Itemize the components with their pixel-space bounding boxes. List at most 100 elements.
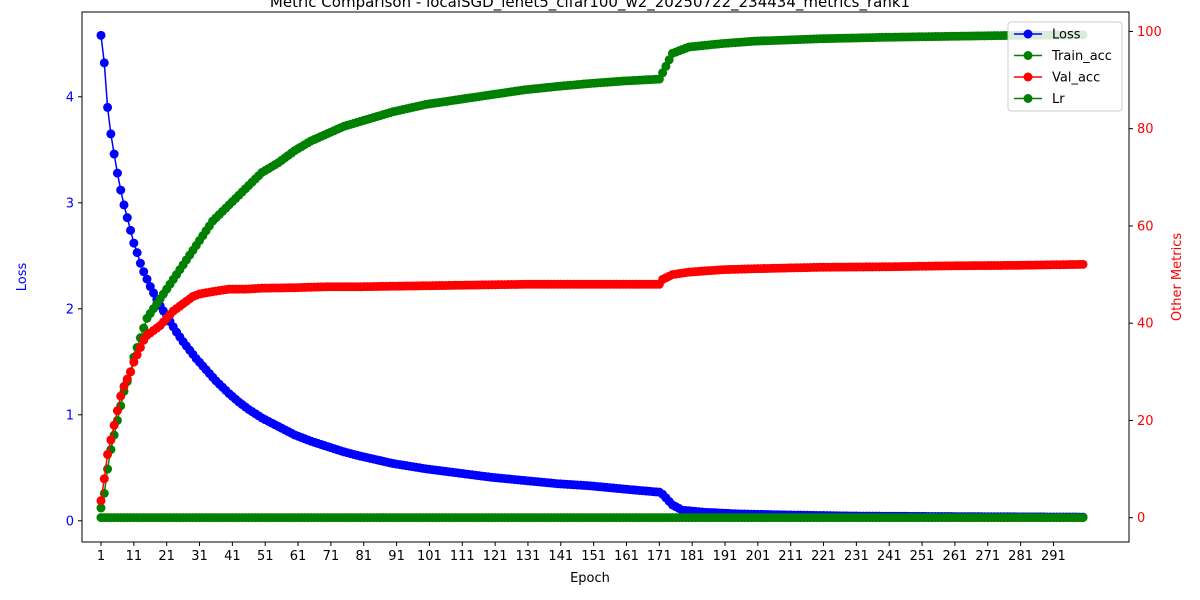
y-axis-left: 0 1 2 3 4 xyxy=(66,90,82,529)
series-line xyxy=(100,35,1084,518)
plot-area xyxy=(96,30,1088,523)
y-right-tick-label: 40 xyxy=(1137,317,1154,332)
x-tick-label: 121 xyxy=(483,549,508,564)
series-loss xyxy=(96,30,1088,522)
x-tick-label: 71 xyxy=(323,549,340,564)
series-lr xyxy=(96,513,1088,523)
data-point xyxy=(99,58,109,68)
data-point xyxy=(103,449,113,459)
x-tick-label: 51 xyxy=(257,549,274,564)
x-tick-label: 151 xyxy=(581,549,606,564)
x-tick-label: 31 xyxy=(191,549,208,564)
y-left-tick-label: 2 xyxy=(66,302,74,317)
x-tick-label: 171 xyxy=(647,549,672,564)
legend-marker xyxy=(1023,94,1033,103)
legend-item: Val_acc xyxy=(1014,71,1100,86)
series-train-acc xyxy=(96,30,1088,513)
legend-label: Val_acc xyxy=(1052,71,1100,86)
y-axis-left-label: Loss xyxy=(15,263,30,292)
y-right-tick-label: 100 xyxy=(1137,25,1162,40)
x-tick-label: 41 xyxy=(224,549,241,564)
x-tick-label: 141 xyxy=(548,549,573,564)
x-tick-label: 251 xyxy=(910,549,935,564)
data-point xyxy=(126,367,136,377)
data-point xyxy=(96,503,106,513)
x-tick-label: 201 xyxy=(745,549,770,564)
data-point xyxy=(135,343,145,352)
data-point xyxy=(99,474,109,484)
data-point xyxy=(132,248,142,258)
data-point xyxy=(122,213,132,223)
legend-marker xyxy=(1023,72,1033,82)
data-point xyxy=(122,374,132,384)
x-tick-label: 101 xyxy=(417,549,442,564)
x-tick-label: 61 xyxy=(290,549,307,564)
data-point xyxy=(106,129,116,139)
series-line xyxy=(100,263,1084,501)
data-point xyxy=(119,200,129,210)
data-point xyxy=(103,102,113,112)
data-point xyxy=(135,258,145,268)
y-left-tick-label: 3 xyxy=(66,196,74,211)
data-point xyxy=(106,435,116,445)
x-tick-label: 131 xyxy=(516,549,541,564)
x-tick-label: 21 xyxy=(158,549,175,564)
data-point xyxy=(112,406,122,416)
x-tick-label: 231 xyxy=(844,549,869,564)
y-right-tick-label: 80 xyxy=(1137,122,1154,137)
y-left-tick-label: 1 xyxy=(66,408,74,423)
x-tick-label: 221 xyxy=(811,549,836,564)
legend: Loss Train_acc Val_acc Lr xyxy=(1007,21,1123,112)
series-val-acc xyxy=(96,259,1088,506)
data-point xyxy=(142,274,152,284)
legend-label: Lr xyxy=(1052,92,1065,107)
y-axis-right-label: Other Metrics xyxy=(1170,233,1185,321)
x-tick-label: 11 xyxy=(126,549,143,564)
x-tick-label: 261 xyxy=(942,549,967,564)
legend-item: Lr xyxy=(1014,92,1065,107)
x-axis: 1 11 21 31 41 51 61 71 81 91 101 111 121 131 141 151 161… xyxy=(97,542,1066,564)
data-point xyxy=(96,30,106,40)
x-tick-label: 111 xyxy=(450,549,475,564)
x-tick-label: 1 xyxy=(97,549,105,564)
data-point xyxy=(139,323,149,333)
x-tick-label: 211 xyxy=(778,549,803,564)
data-point xyxy=(116,185,126,195)
legend-marker xyxy=(1023,29,1033,39)
data-point xyxy=(116,391,126,401)
plot-frame xyxy=(81,11,1130,543)
x-tick-label: 191 xyxy=(713,549,738,564)
x-tick-label: 281 xyxy=(1008,549,1033,564)
data-point xyxy=(109,420,119,430)
data-point xyxy=(139,267,149,277)
x-axis-label: Epoch xyxy=(570,571,610,586)
data-point xyxy=(129,357,139,367)
legend-label: Train_acc xyxy=(1051,49,1112,64)
legend-box xyxy=(1007,21,1123,112)
legend-item: Loss xyxy=(1014,28,1081,43)
data-point xyxy=(96,496,106,506)
x-tick-label: 161 xyxy=(614,549,639,564)
data-point xyxy=(132,350,142,360)
data-point xyxy=(1078,259,1088,269)
data-point xyxy=(129,238,139,248)
y-right-tick-label: 0 xyxy=(1137,511,1145,526)
chart-title: Metric Comparison - localSGD_lenet5_cifa… xyxy=(270,0,910,12)
data-point xyxy=(109,149,119,159)
legend-marker xyxy=(1023,51,1033,60)
x-tick-label: 181 xyxy=(680,549,705,564)
series-line xyxy=(100,34,1084,509)
legend-item: Train_acc xyxy=(1014,49,1112,64)
y-axis-right: 0 20 40 60 80 100 xyxy=(1129,25,1162,526)
x-tick-label: 91 xyxy=(388,549,405,564)
data-point xyxy=(112,168,122,178)
x-tick-label: 81 xyxy=(355,549,372,564)
y-right-tick-label: 20 xyxy=(1137,414,1154,429)
legend-label: Loss xyxy=(1052,28,1081,43)
data-point xyxy=(126,225,136,235)
x-tick-label: 291 xyxy=(1041,549,1066,564)
y-left-tick-label: 4 xyxy=(66,90,74,105)
data-point xyxy=(119,381,129,391)
x-tick-label: 271 xyxy=(975,549,1000,564)
